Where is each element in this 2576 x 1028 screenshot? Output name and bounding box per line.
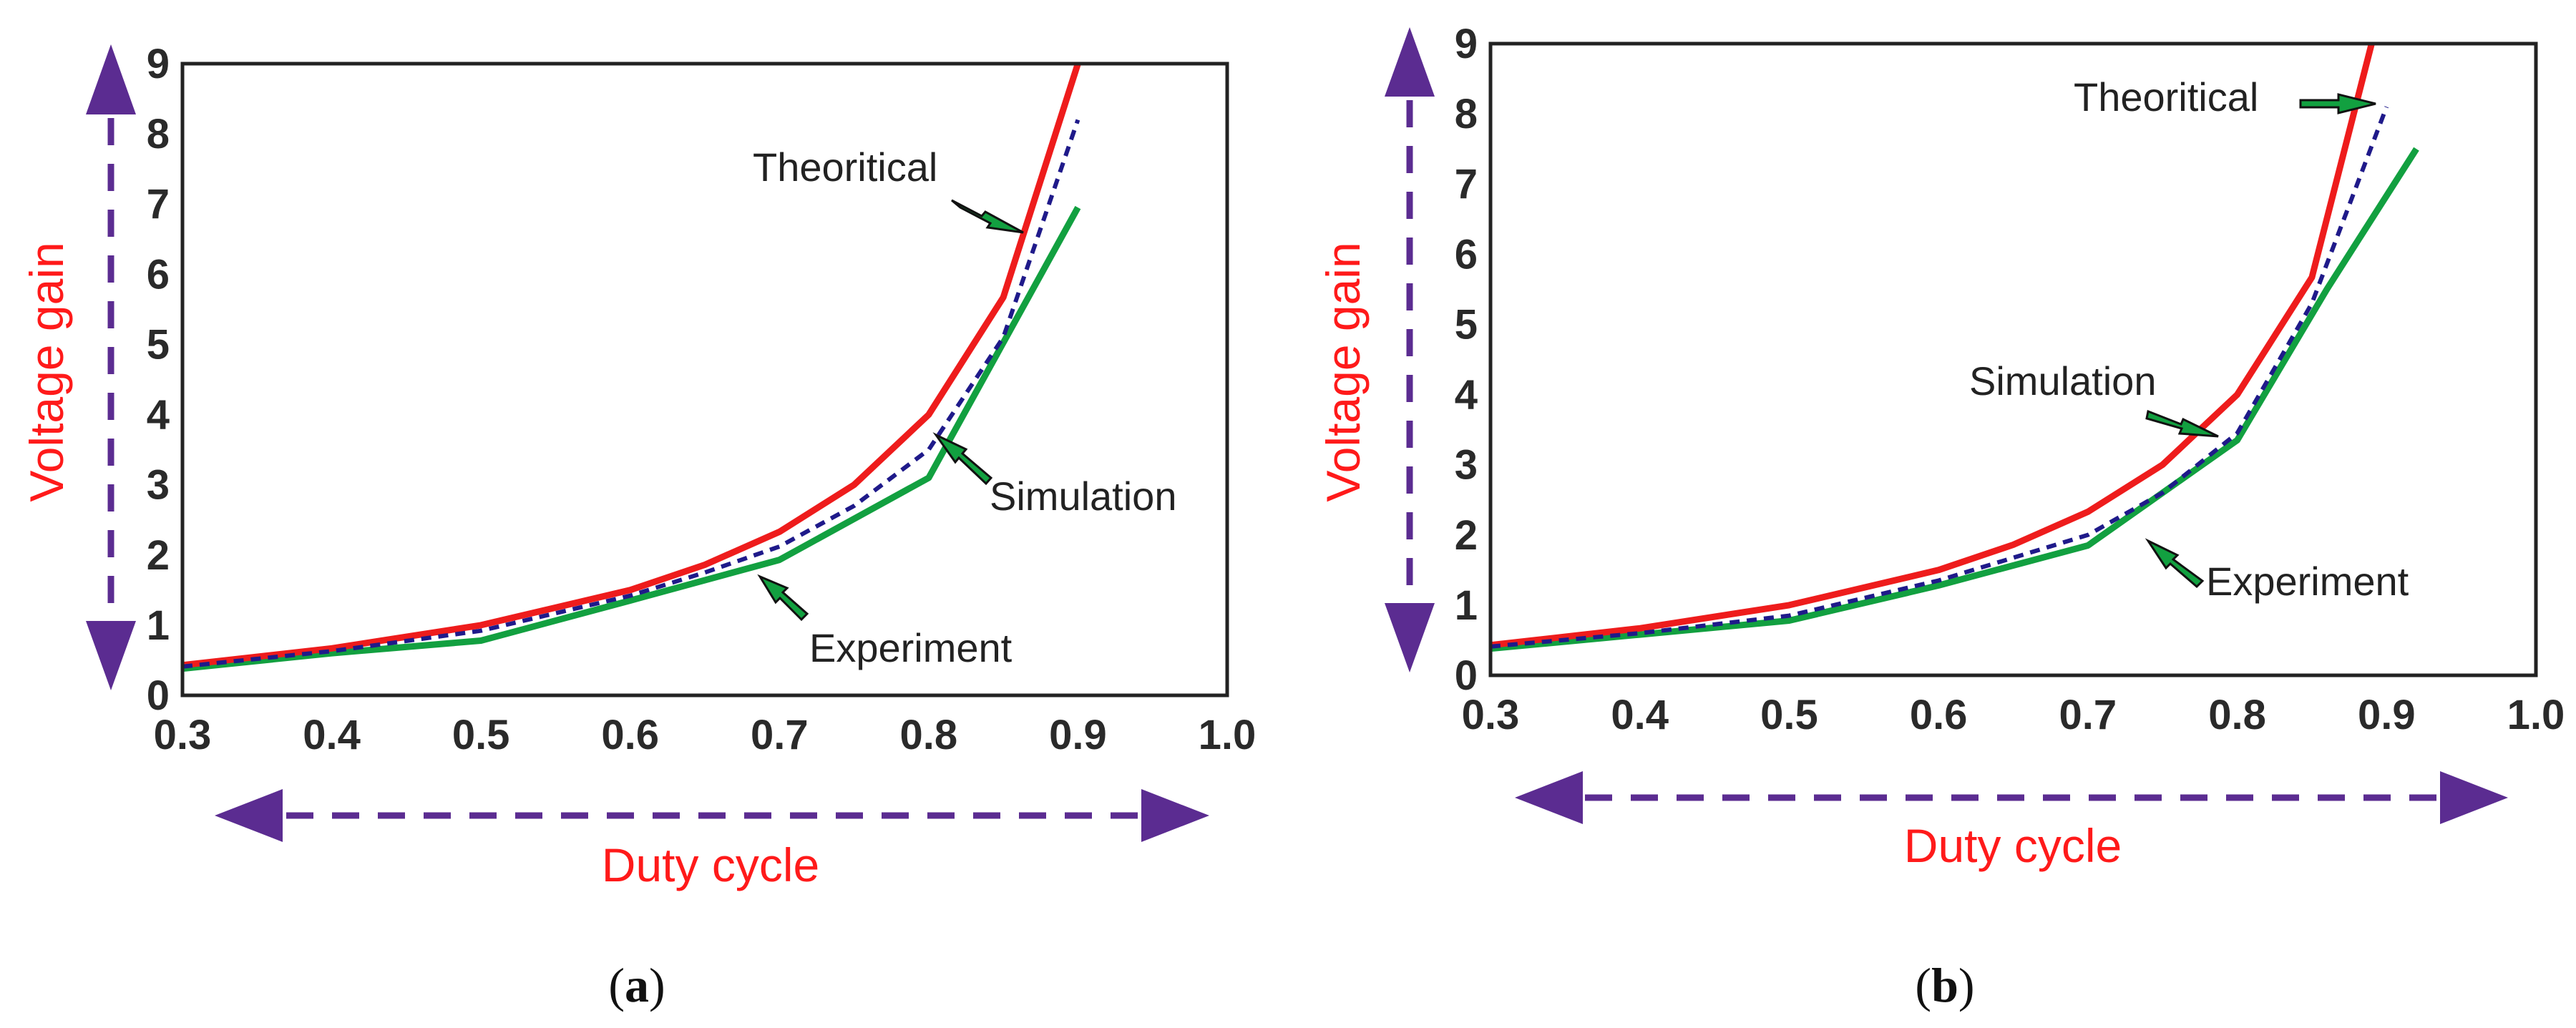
chart-b-x-tick-label: 0.7 (2059, 692, 2117, 738)
chart-b-pointer-theoretical-icon (2299, 93, 2376, 114)
chart-b-plot-frame (1488, 41, 2538, 677)
chart-a-x-label: Duty cycle (602, 838, 819, 891)
chart-b-pointer-simulation-icon (2145, 409, 2219, 438)
chart-a-panel-label: (a) (608, 958, 665, 1012)
chart-b-x-label: Duty cycle (1904, 819, 2122, 872)
chart-b-y-tick-label: 9 (1455, 21, 1478, 67)
chart-a-y-tick-label: 8 (147, 111, 170, 157)
chart-a-pointer-theoretical-icon (951, 199, 1024, 234)
chart-b-y-tick-label: 7 (1455, 161, 1478, 207)
chart-b-annotation-experiment: Experiment (2206, 559, 2409, 604)
chart-a-annotation-experiment: Experiment (809, 625, 1013, 670)
chart-b-y-tick-label: 2 (1455, 512, 1478, 559)
chart-b-y-axis-arrow (1385, 27, 1435, 672)
chart-a-pointer-simulation-icon (932, 432, 993, 486)
chart-panel-b: 0 1 2 3 4 5 6 7 8 9 0.3 0.4 0.5 0.6 0.7 0.8 0.9 1.0 Volt… (1317, 21, 2565, 1012)
chart-b-x-axis-arrow (1515, 771, 2508, 824)
chart-b-marks (1491, 44, 2419, 652)
chart-a-y-ticks: 0 1 2 3 4 5 6 7 8 9 (147, 41, 170, 719)
chart-b-x-tick-label: 0.8 (2208, 692, 2266, 738)
chart-b-y-tick-label: 8 (1455, 91, 1478, 137)
chart-a-y-label: Voltage gain (20, 242, 73, 501)
chart-b-y-tick-label: 4 (1455, 372, 1478, 418)
chart-a-annotation-simulation: Simulation (990, 474, 1176, 519)
chart-a-y-tick-label: 1 (147, 602, 170, 649)
chart-a-y-tick-label: 7 (147, 181, 170, 227)
chart-a-pointer-experiment-icon (757, 574, 809, 622)
chart-b-annotation-theoretical: Theoritical (2074, 74, 2258, 119)
chart-a-x-tick-label: 0.7 (751, 712, 809, 758)
chart-b-x-tick-label: 0.6 (1910, 692, 1968, 738)
arrow-right-icon (2440, 771, 2508, 824)
chart-b-y-tick-label: 6 (1455, 231, 1478, 278)
chart-b-pointer-experiment-icon (2145, 538, 2205, 589)
chart-a-x-tick-label: 0.9 (1049, 712, 1107, 758)
arrow-right-icon (1141, 789, 1209, 842)
arrow-down-icon (1385, 603, 1435, 672)
chart-a-y-tick-label: 5 (147, 321, 170, 368)
chart-a-y-tick-label: 6 (147, 251, 170, 298)
chart-b-series-theoretical (1491, 44, 2375, 649)
chart-b-x-tick-label: 0.3 (1462, 692, 1520, 738)
chart-a-series-theoretical (182, 64, 1081, 669)
arrow-left-icon (1515, 771, 1583, 824)
arrow-up-icon (86, 44, 136, 114)
chart-b-x-tick-label: 0.9 (2358, 692, 2416, 738)
chart-a-annotation-theoretical: Theoritical (753, 145, 937, 190)
chart-a-y-axis-arrow (86, 44, 136, 690)
chart-a-x-tick-label: 1.0 (1199, 712, 1257, 758)
chart-b-x-tick-label: 1.0 (2507, 692, 2565, 738)
chart-a-x-tick-label: 0.5 (452, 712, 510, 758)
arrow-down-icon (86, 621, 136, 690)
chart-a-y-tick-label: 3 (147, 462, 170, 509)
chart-a-y-tick-label: 4 (147, 392, 170, 439)
chart-panel-a: 0 1 2 3 4 5 6 7 8 9 0.3 0.4 0.5 0.6 0.7 0.8 0.9 1.0 Volt… (20, 41, 1256, 1012)
chart-a-y-tick-label: 2 (147, 532, 170, 579)
chart-b-y-tick-label: 1 (1455, 582, 1478, 629)
chart-a-y-tick-label: 0 (147, 672, 170, 719)
chart-b-y-label: Voltage gain (1317, 242, 1370, 501)
chart-b-x-tick-label: 0.5 (1760, 692, 1818, 738)
chart-a-x-tick-label: 0.6 (601, 712, 659, 758)
chart-b-x-ticks: 0.3 0.4 0.5 0.6 0.7 0.8 0.9 1.0 (1462, 692, 2565, 738)
chart-b-x-tick-label: 0.4 (1611, 692, 1669, 738)
chart-a-y-tick-label: 9 (147, 41, 170, 87)
chart-a-x-tick-label: 0.8 (900, 712, 958, 758)
arrow-up-icon (1385, 27, 1435, 97)
chart-b-y-tick-label: 0 (1455, 652, 1478, 699)
chart-a-series-experiment (182, 205, 1081, 672)
chart-b-y-tick-label: 3 (1455, 442, 1478, 489)
chart-a-marks (182, 64, 1081, 672)
chart-b-y-ticks: 0 1 2 3 4 5 6 7 8 9 (1455, 21, 1478, 699)
chart-a-x-tick-label: 0.4 (303, 712, 361, 758)
chart-a-series-simulation (182, 119, 1080, 669)
chart-a-plot-frame (180, 62, 1229, 697)
chart-b-panel-label: (b) (1915, 958, 1974, 1012)
arrow-left-icon (215, 789, 283, 842)
chart-b-annotation-simulation: Simulation (1969, 358, 2156, 403)
chart-a-x-tick-label: 0.3 (154, 712, 212, 758)
chart-a-x-axis-arrow (215, 789, 1209, 842)
chart-b-y-tick-label: 5 (1455, 301, 1478, 348)
chart-b-series-simulation (1491, 106, 2389, 649)
chart-a-x-ticks: 0.3 0.4 0.5 0.6 0.7 0.8 0.9 1.0 (154, 712, 1257, 758)
